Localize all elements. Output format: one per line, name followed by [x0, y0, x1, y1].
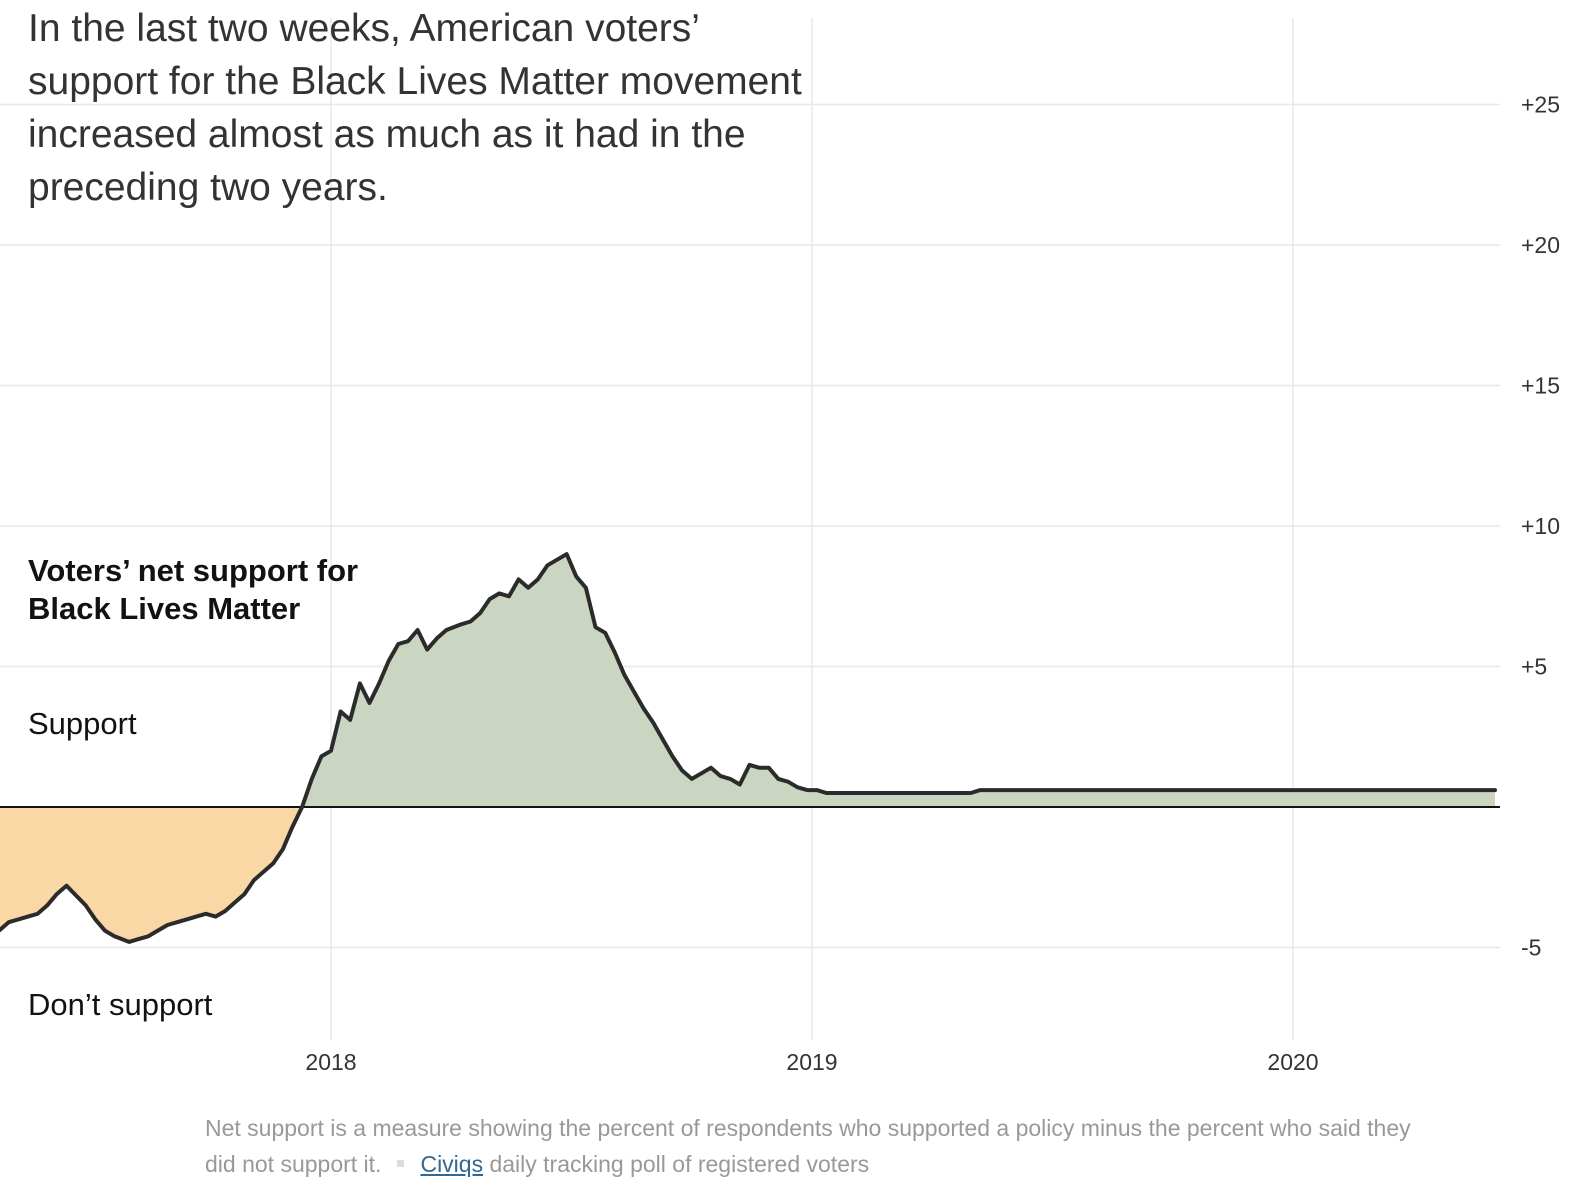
- source-description: daily tracking poll of registered voters: [489, 1151, 870, 1177]
- footnote: Net support is a measure showing the per…: [205, 1110, 1425, 1182]
- negative-area: [0, 807, 1496, 942]
- x-tick-label: 2018: [305, 1049, 356, 1075]
- dont-support-label: Don’t support: [28, 987, 213, 1022]
- data-line-group: [0, 552, 1497, 944]
- net-support-line: [0, 552, 1497, 944]
- y-tick-label: +20: [1521, 232, 1560, 258]
- source-link[interactable]: Civiqs: [420, 1151, 484, 1177]
- y-tick-label: +15: [1521, 373, 1560, 399]
- x-axis-ticks: 2018 2019 2020: [305, 1049, 1318, 1075]
- headline: In the last two weeks, American voters’ …: [28, 7, 802, 209]
- y-tick-label: +25: [1521, 92, 1560, 118]
- y-tick-label: +10: [1521, 513, 1560, 539]
- positive-area: [0, 554, 1496, 807]
- y-tick-label: +5: [1521, 654, 1547, 680]
- y-axis-ticks: +25 +20 +15 +10 +5 -5: [1521, 92, 1560, 961]
- footnote-text: Net support is a measure showing the per…: [205, 1115, 1411, 1177]
- x-tick-label: 2019: [786, 1049, 837, 1075]
- y-tick-label: -5: [1521, 935, 1541, 961]
- support-label: Support: [28, 706, 137, 741]
- x-tick-label: 2020: [1267, 1049, 1318, 1075]
- area-fills: [0, 554, 1496, 942]
- separator-dot: [397, 1160, 405, 1168]
- chart-title: Voters’ net support for Black Lives Matt…: [28, 553, 359, 626]
- gridlines: [0, 18, 1500, 1040]
